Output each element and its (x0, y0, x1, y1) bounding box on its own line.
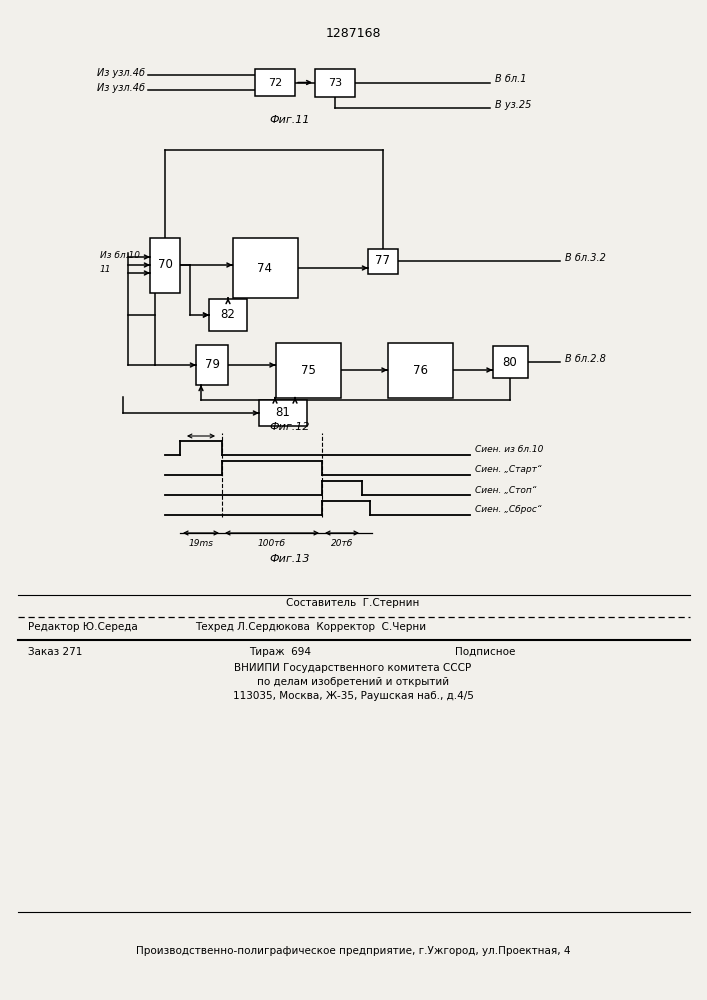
Text: 81: 81 (276, 406, 291, 420)
Bar (368, 248, 398, 273)
Text: Из бл.10: Из бл.10 (100, 250, 140, 259)
Text: В бл.3.2: В бл.3.2 (565, 253, 606, 263)
Text: В уз.25: В уз.25 (495, 100, 532, 109)
Text: В бл.1: В бл.1 (495, 75, 527, 85)
Bar (150, 237, 180, 292)
Text: В бл.2.8: В бл.2.8 (565, 354, 606, 364)
Text: Подписное: Подписное (455, 647, 515, 657)
Text: 70: 70 (158, 258, 173, 271)
Text: 19ms: 19ms (189, 539, 214, 548)
Text: Сиен. из бл.10: Сиен. из бл.10 (475, 446, 544, 454)
Text: 76: 76 (412, 363, 428, 376)
Bar (493, 346, 527, 378)
Text: 72: 72 (268, 78, 282, 88)
Text: Сиен. „Сброс“: Сиен. „Сброс“ (475, 506, 542, 514)
Bar (387, 342, 452, 397)
Text: 113035, Москва, Ж-35, Раушская наб., д.4/5: 113035, Москва, Ж-35, Раушская наб., д.4… (233, 691, 474, 701)
Bar (233, 238, 298, 298)
Text: 79: 79 (204, 359, 219, 371)
Text: Производственно-полиграфическое предприятие, г.Ужгород, ул.Проектная, 4: Производственно-полиграфическое предприя… (136, 946, 571, 956)
Text: Из узл.4б: Из узл.4б (97, 83, 145, 93)
Text: Сиен. „Стоп“: Сиен. „Стоп“ (475, 486, 537, 494)
Text: 11: 11 (100, 265, 112, 274)
Text: Фиг.12: Фиг.12 (270, 422, 310, 432)
Text: Составитель  Г.Стернин: Составитель Г.Стернин (286, 598, 420, 608)
Text: 73: 73 (328, 78, 342, 88)
Text: по делам изобретений и открытий: по делам изобретений и открытий (257, 677, 449, 687)
Text: 1287168: 1287168 (325, 27, 381, 40)
Bar (255, 69, 295, 96)
Bar (196, 345, 228, 385)
Text: 75: 75 (300, 363, 315, 376)
Bar (209, 299, 247, 331)
Text: 100тб: 100тб (258, 539, 286, 548)
Text: 80: 80 (503, 356, 518, 368)
Text: Сиен. „Старт“: Сиен. „Старт“ (475, 466, 542, 475)
Text: 74: 74 (257, 261, 272, 274)
Bar (276, 342, 341, 397)
Text: 82: 82 (221, 308, 235, 322)
Text: Фиг.11: Фиг.11 (270, 115, 310, 125)
Text: 20тб: 20тб (331, 539, 353, 548)
Text: ВНИИПИ Государственного комитета СССР: ВНИИПИ Государственного комитета СССР (235, 663, 472, 673)
Text: Тираж  694: Тираж 694 (249, 647, 311, 657)
Text: Техред Л.Сердюкова  Корректор  С.Черни: Техред Л.Сердюкова Корректор С.Черни (195, 622, 426, 633)
Text: Редактор Ю.Середа: Редактор Ю.Середа (28, 622, 138, 633)
Bar (315, 68, 355, 97)
Text: Фиг.13: Фиг.13 (270, 554, 310, 564)
Bar (259, 400, 307, 426)
Text: 77: 77 (375, 254, 390, 267)
Text: Из узл.4б: Из узл.4б (97, 68, 145, 78)
Text: Заказ 271: Заказ 271 (28, 647, 83, 657)
